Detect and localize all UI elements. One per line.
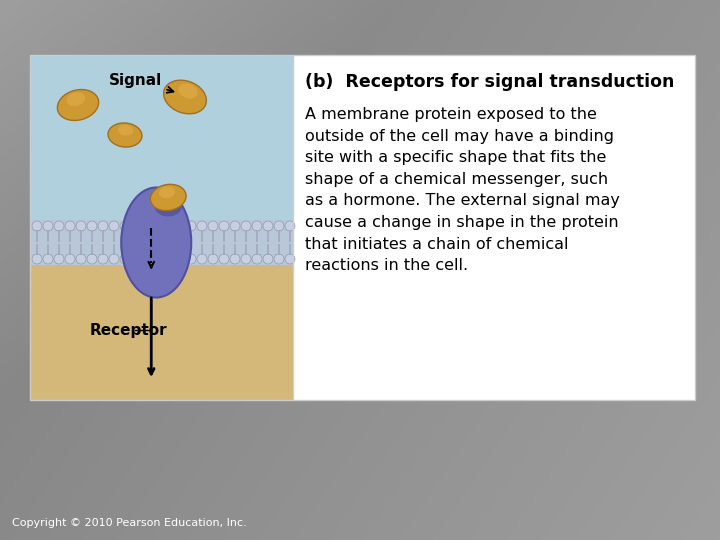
Circle shape: [230, 221, 240, 231]
Circle shape: [87, 254, 97, 264]
Text: A membrane protein exposed to the
outside of the cell may have a binding
site wi: A membrane protein exposed to the outsid…: [305, 107, 620, 273]
Ellipse shape: [118, 125, 133, 136]
Circle shape: [43, 254, 53, 264]
Circle shape: [164, 254, 174, 264]
Bar: [30, 265, 293, 400]
Bar: [30, 55, 293, 220]
Circle shape: [131, 221, 141, 231]
Circle shape: [131, 254, 141, 264]
Circle shape: [98, 221, 108, 231]
Ellipse shape: [150, 184, 186, 211]
Ellipse shape: [154, 194, 182, 217]
Circle shape: [241, 221, 251, 231]
Text: Receptor: Receptor: [90, 322, 168, 338]
Circle shape: [197, 221, 207, 231]
Circle shape: [76, 221, 86, 231]
Ellipse shape: [58, 90, 99, 120]
Ellipse shape: [121, 187, 192, 298]
Text: (b)  Receptors for signal transduction: (b) Receptors for signal transduction: [305, 73, 675, 91]
Circle shape: [54, 254, 64, 264]
Circle shape: [43, 221, 53, 231]
Ellipse shape: [159, 186, 175, 198]
Circle shape: [142, 221, 152, 231]
Circle shape: [285, 221, 295, 231]
Circle shape: [109, 254, 119, 264]
Circle shape: [32, 254, 42, 264]
Circle shape: [197, 254, 207, 264]
Circle shape: [109, 221, 119, 231]
Text: Signal: Signal: [109, 72, 174, 93]
Circle shape: [76, 254, 86, 264]
Circle shape: [120, 254, 130, 264]
Circle shape: [65, 221, 75, 231]
Bar: [30, 55, 695, 400]
Circle shape: [32, 221, 42, 231]
Circle shape: [186, 254, 196, 264]
Circle shape: [153, 254, 163, 264]
Circle shape: [274, 254, 284, 264]
Ellipse shape: [66, 92, 85, 106]
Bar: [293, 55, 695, 400]
Circle shape: [120, 221, 130, 231]
Bar: [30, 220, 293, 265]
Circle shape: [54, 221, 64, 231]
Circle shape: [208, 254, 218, 264]
Circle shape: [252, 254, 262, 264]
Text: Copyright © 2010 Pearson Education, Inc.: Copyright © 2010 Pearson Education, Inc.: [12, 518, 247, 528]
Circle shape: [252, 221, 262, 231]
Circle shape: [219, 221, 229, 231]
Circle shape: [142, 254, 152, 264]
Circle shape: [263, 254, 273, 264]
Circle shape: [175, 221, 185, 231]
Ellipse shape: [179, 83, 197, 99]
Circle shape: [175, 254, 185, 264]
Circle shape: [208, 221, 218, 231]
Circle shape: [186, 221, 196, 231]
Circle shape: [230, 254, 240, 264]
Circle shape: [285, 254, 295, 264]
Circle shape: [98, 254, 108, 264]
Circle shape: [65, 254, 75, 264]
Circle shape: [164, 221, 174, 231]
Ellipse shape: [163, 80, 207, 114]
Circle shape: [263, 221, 273, 231]
Circle shape: [274, 221, 284, 231]
Ellipse shape: [108, 123, 142, 147]
Circle shape: [153, 221, 163, 231]
Circle shape: [219, 254, 229, 264]
Circle shape: [241, 254, 251, 264]
Circle shape: [87, 221, 97, 231]
